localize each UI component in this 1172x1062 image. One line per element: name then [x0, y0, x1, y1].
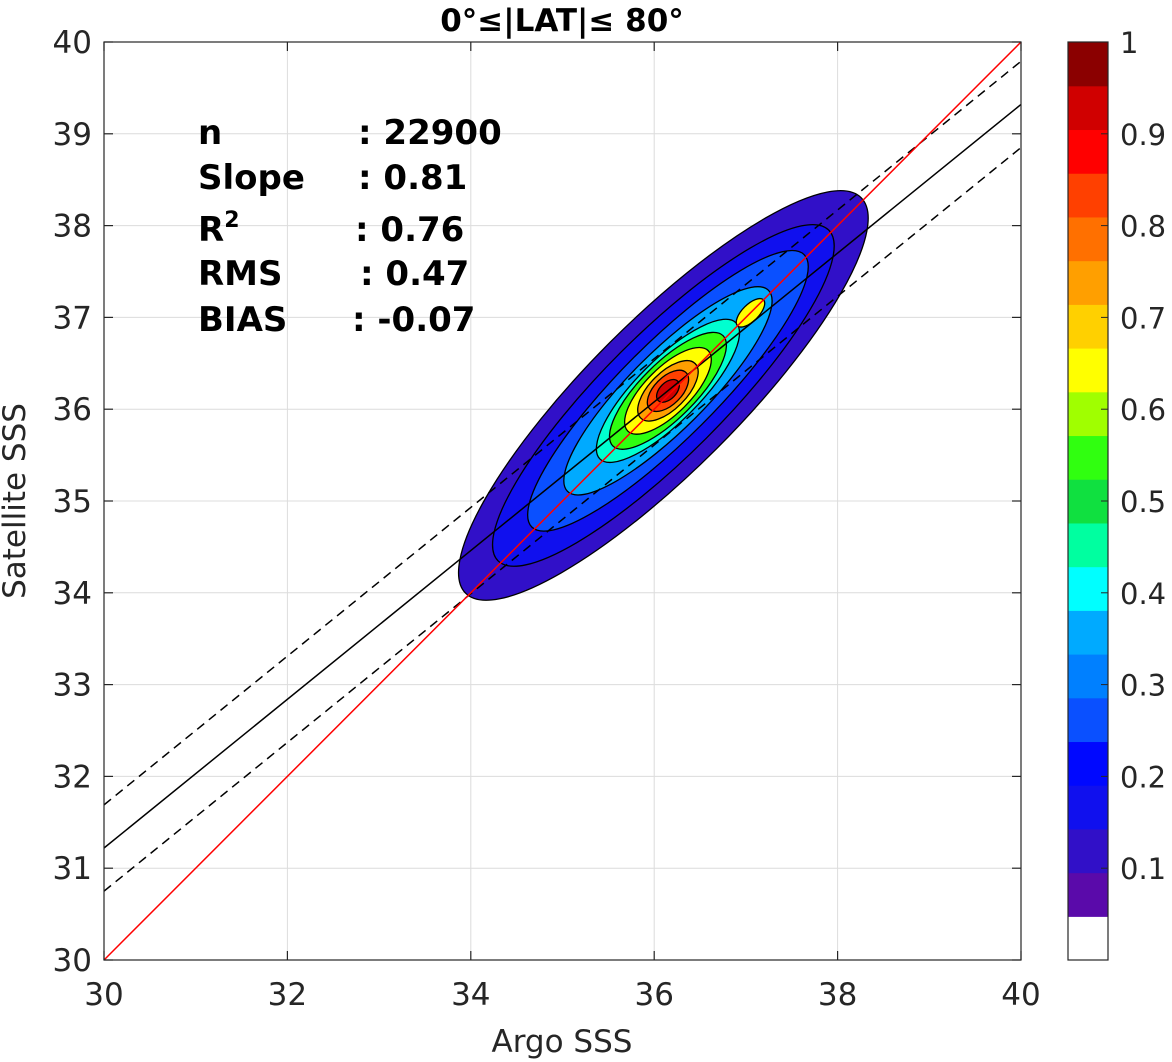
stat-name: R2 — [198, 208, 240, 250]
y-tick-label: 32 — [53, 759, 92, 795]
colorbar-segment — [1068, 260, 1108, 305]
x-tick-label: 38 — [818, 977, 857, 1013]
colorbar-segment — [1068, 610, 1108, 655]
colorbar-segment — [1068, 654, 1108, 699]
rms-lower-line — [104, 146, 1021, 892]
chart-title: 0°≤|LAT|≤ 80° — [440, 3, 684, 39]
stat-name: Slope — [198, 158, 305, 198]
axis-ticks: 30 32 34 36 38 40 30 31 32 33 34 35 36 37 38 39 40 — [53, 25, 1041, 1013]
density-contours — [457, 189, 869, 601]
colorbar-segment — [1068, 173, 1108, 218]
stat-name: BIAS — [198, 300, 287, 340]
y-tick-label: 30 — [53, 943, 92, 979]
colorbar-segment — [1068, 42, 1108, 87]
colorbar-segment — [1068, 828, 1108, 874]
colorbar-segment — [1068, 872, 1108, 917]
x-tick-label: 30 — [84, 977, 123, 1013]
colorbar-segment — [1068, 129, 1108, 174]
y-tick-label: 37 — [53, 300, 92, 336]
y-axis-title: Satellite SSS — [0, 403, 33, 599]
x-tick-label: 36 — [634, 977, 673, 1013]
reference-lines — [104, 42, 1021, 960]
rms-upper-line — [104, 60, 1021, 806]
colorbar-tick-label: 0.2 — [1120, 760, 1166, 794]
regression-line — [104, 103, 1021, 849]
x-tick-label: 34 — [451, 977, 490, 1013]
stat-value: : 0.81 — [358, 158, 467, 198]
colorbar-segment — [1068, 522, 1108, 568]
y-tick-label: 36 — [53, 392, 92, 428]
colorbar-tick-label: 0.4 — [1120, 577, 1166, 611]
x-axis-title: Argo SSS — [492, 1024, 633, 1060]
stat-name: n — [198, 113, 222, 153]
stat-value: : 22900 — [358, 113, 502, 153]
y-tick-label: 35 — [53, 484, 92, 520]
colorbar-tick-label: 0.1 — [1120, 852, 1166, 886]
colorbar-segment — [1068, 566, 1108, 611]
colorbar-segment — [1068, 741, 1108, 786]
colorbar-tick-label: 0.3 — [1120, 669, 1166, 703]
y-tick-label: 31 — [53, 851, 92, 887]
colorbar-tick-label: 1 — [1120, 26, 1138, 60]
stat-name: RMS — [198, 254, 283, 294]
colorbar-segment — [1068, 785, 1108, 830]
x-tick-label: 40 — [1001, 977, 1040, 1013]
statistics-annotation: n : 22900 Slope : 0.81 R2 : 0.76 RMS : 0.47 BIAS… — [198, 113, 502, 340]
y-tick-label: 40 — [53, 25, 92, 61]
colorbar: 0.1 0.2 0.3 0.4 0.5 0.6 0.7 0.8 0.9 1 — [1067, 26, 1166, 961]
colorbar-tick-label: 0.6 — [1120, 393, 1166, 427]
stat-value: : -0.07 — [352, 300, 475, 340]
colorbar-segment — [1068, 697, 1108, 743]
colorbar-tick-label: 0.7 — [1120, 301, 1166, 335]
colorbar-segment — [1068, 348, 1108, 393]
y-tick-label: 34 — [53, 576, 92, 612]
one-to-one-line — [104, 42, 1021, 960]
colorbar-segment — [1068, 216, 1108, 262]
colorbar-segment — [1068, 304, 1108, 349]
colorbar-segment — [1068, 435, 1108, 480]
colorbar-tick-label: 0.5 — [1120, 485, 1166, 519]
colorbar-segment — [1068, 916, 1108, 961]
stat-superscript: 2 — [224, 208, 239, 233]
stat-value: : 0.47 — [360, 254, 469, 294]
y-tick-label: 39 — [53, 117, 92, 153]
colorbar-tick-label: 0.9 — [1120, 118, 1166, 152]
x-tick-label: 32 — [268, 977, 307, 1013]
colorbar-segment — [1068, 85, 1108, 131]
colorbar-tick-label: 0.8 — [1120, 210, 1166, 244]
colorbar-segment — [1068, 391, 1108, 437]
y-tick-label: 33 — [53, 668, 92, 704]
stat-value: : 0.76 — [355, 210, 464, 250]
y-tick-label: 38 — [53, 209, 92, 245]
